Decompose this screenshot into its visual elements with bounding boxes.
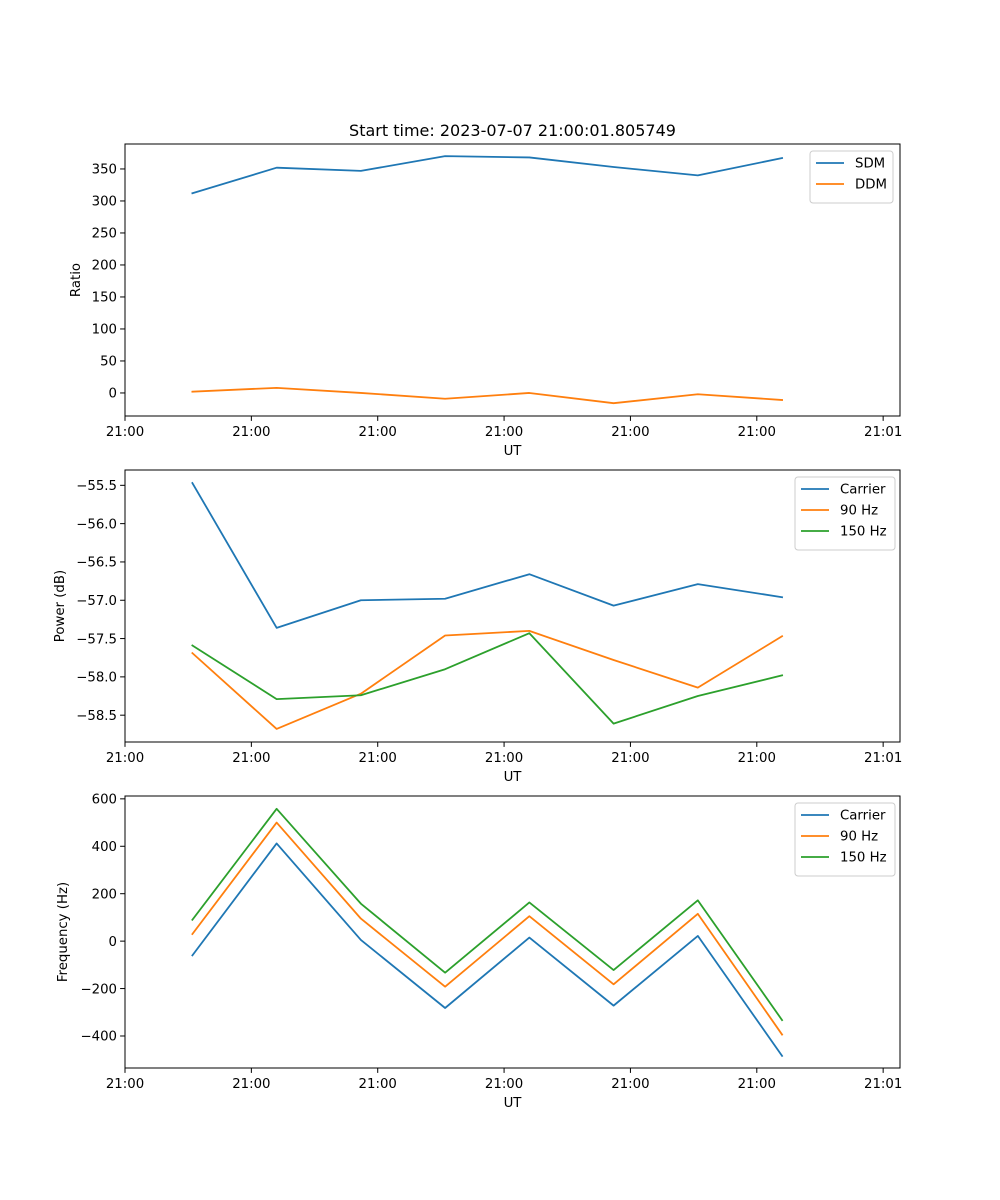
y-tick-label: 400: [92, 840, 117, 855]
x-tick-label: 21:00: [232, 1077, 270, 1092]
legend-label: 90 Hz: [840, 830, 878, 845]
series-lines: [191, 481, 784, 730]
y-tick-label: −58.0: [76, 671, 117, 686]
x-tick-label: 21:00: [485, 751, 523, 766]
y-tick-label: −56.5: [76, 556, 117, 571]
chart-panel-1: 21:00 21:00 21:00 21:00 21:00 21:00 21:01 0 50 10…: [69, 143, 902, 459]
y-tick-label: 0: [109, 387, 117, 402]
x-tick-label: 21:00: [485, 1077, 523, 1092]
legend-label: 150 Hz: [840, 525, 887, 540]
x-tick-label: 21:00: [106, 1077, 144, 1092]
x-tick-label: 21:01: [864, 751, 902, 766]
y-tick-label: 100: [92, 323, 117, 338]
legend: Carrier 90 Hz 150 Hz: [794, 476, 896, 551]
series-lines: [191, 155, 784, 405]
x-tick-label: 21:00: [611, 751, 649, 766]
x-tick-label: 21:00: [232, 425, 270, 440]
y-tick-label: 200: [92, 887, 117, 902]
y-tick-label: 250: [92, 227, 117, 242]
y-tick-label: 200: [92, 259, 117, 274]
y-tick-label: 600: [92, 793, 117, 808]
series-line-90-hz: [191, 821, 784, 1036]
x-tick-label: 21:00: [485, 425, 523, 440]
chart-panel-2: 21:00 21:00 21:00 21:00 21:00 21:00 21:01 −55.5…: [53, 469, 902, 785]
legend-label: 90 Hz: [840, 504, 878, 519]
series-line-carrier: [191, 481, 784, 629]
x-axis-label: UT: [504, 770, 523, 785]
series-line-sdm: [191, 155, 784, 195]
y-tick-label: −58.5: [76, 709, 117, 724]
y-tick-label: −400: [80, 1030, 117, 1045]
x-tick-label: 21:00: [611, 1077, 649, 1092]
axes-frame: [124, 469, 901, 743]
x-tick-label: 21:00: [738, 425, 776, 440]
series-line-150-hz: [191, 807, 784, 1022]
chart-panel-3: 21:00 21:00 21:00 21:00 21:00 21:00 21:01 600 40…: [56, 793, 902, 1111]
series-line-90-hz: [191, 630, 784, 730]
legend: Carrier 90 Hz 150 Hz: [794, 802, 896, 877]
y-tick-label: −56.0: [76, 517, 117, 532]
x-tick-label: 21:00: [359, 1077, 397, 1092]
y-axis-label: Power (dB): [53, 570, 68, 642]
x-tick-label: 21:00: [611, 425, 649, 440]
legend-label: DDM: [855, 178, 887, 193]
x-tick-label: 21:01: [864, 1077, 902, 1092]
legend: SDM DDM: [809, 150, 894, 204]
panels: 21:00 21:00 21:00 21:00 21:00 21:00 21:01 0 50 10…: [53, 143, 902, 1111]
axes-frame: [124, 795, 901, 1069]
series-lines: [191, 807, 784, 1058]
y-tick-label: 300: [92, 195, 117, 210]
x-tick-label: 21:00: [738, 1077, 776, 1092]
y-tick-label: −55.5: [76, 479, 117, 494]
y-tick-label: −57.0: [76, 594, 117, 609]
y-axis-label: Ratio: [69, 263, 84, 297]
legend-label: Carrier: [840, 809, 886, 824]
y-tick-label: −57.5: [76, 632, 117, 647]
y-tick-label: −200: [80, 982, 117, 997]
x-axis-label: UT: [504, 444, 523, 459]
legend-label: 150 Hz: [840, 851, 887, 866]
series-line-150-hz: [191, 632, 784, 725]
x-tick-label: 21:00: [106, 751, 144, 766]
x-tick-label: 21:01: [864, 425, 902, 440]
x-tick-label: 21:00: [738, 751, 776, 766]
y-axis-label: Frequency (Hz): [56, 882, 71, 982]
y-tick-label: 0: [109, 935, 117, 950]
axes-frame: [124, 143, 901, 417]
y-tick-label: 350: [92, 163, 117, 178]
series-line-ddm: [191, 386, 784, 405]
y-tick-label: 150: [92, 291, 117, 306]
series-line-carrier: [191, 842, 784, 1058]
legend-label: Carrier: [840, 483, 886, 498]
legend-label: SDM: [855, 157, 885, 172]
x-tick-label: 21:00: [106, 425, 144, 440]
x-tick-label: 21:00: [232, 751, 270, 766]
x-axis-label: UT: [504, 1096, 523, 1111]
legend-box: [809, 150, 894, 204]
figure-title: Start time: 2023-07-07 21:00:01.805749: [349, 121, 676, 140]
x-tick-label: 21:00: [359, 751, 397, 766]
y-tick-label: 50: [100, 355, 117, 370]
x-tick-label: 21:00: [359, 425, 397, 440]
